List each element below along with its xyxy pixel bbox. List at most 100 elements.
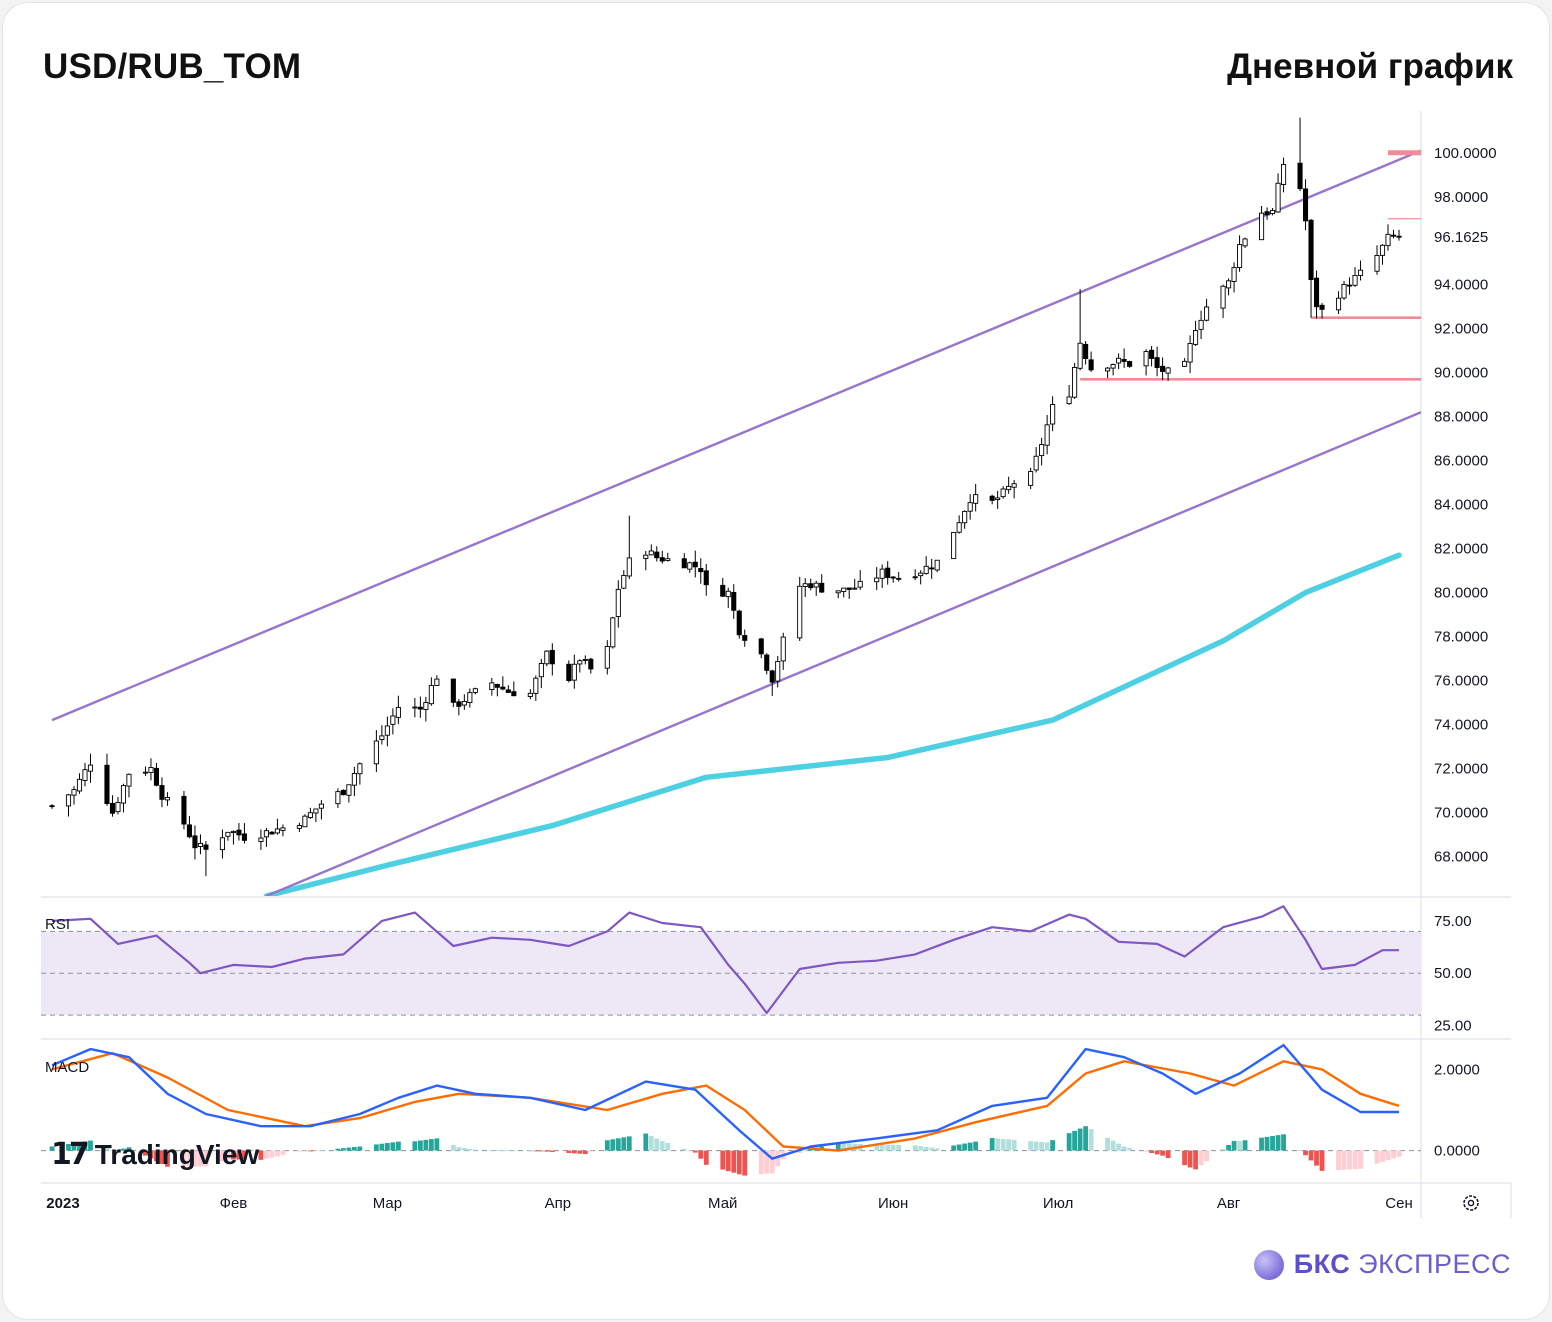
candle-body-up (428, 685, 434, 705)
macd-histogram-bar (912, 1145, 918, 1151)
candle (967, 494, 973, 520)
price-tick-label: 82.0000 (1434, 541, 1488, 558)
candle-body-up (527, 692, 533, 697)
macd-histogram-bar (1385, 1150, 1391, 1161)
candle-body-down (203, 844, 209, 850)
candle-body-down (654, 551, 660, 559)
rsi-tick-label: 25.00 (1434, 1018, 1472, 1035)
candle (1160, 357, 1166, 381)
candle (720, 577, 726, 597)
candle (841, 587, 847, 598)
candle (912, 569, 918, 581)
bks-sphere-icon (1253, 1249, 1284, 1280)
candle (192, 825, 198, 860)
macd-histogram-bar (874, 1144, 880, 1151)
candle (626, 515, 632, 579)
candle-body-down (742, 635, 748, 641)
candle-body-down (104, 764, 110, 805)
candle (346, 784, 352, 803)
candle (1231, 262, 1237, 293)
candle (1028, 467, 1034, 490)
candle-body-up (395, 707, 401, 718)
candle (104, 753, 110, 806)
candle (379, 725, 385, 745)
macd-label: MACD (45, 1059, 89, 1076)
macd-histogram-bar (198, 1150, 203, 1167)
candles (49, 117, 1402, 877)
candle-body-down (49, 805, 55, 808)
price-tick-label: 72.0000 (1434, 760, 1488, 777)
macd-histogram-bar (1242, 1140, 1248, 1151)
macd-histogram-bar (450, 1144, 456, 1151)
candle-body-up (1011, 483, 1017, 488)
macd-histogram-bar (549, 1150, 555, 1152)
candle-body-up (379, 735, 385, 740)
macd-histogram-bar (1039, 1142, 1045, 1151)
candle (274, 818, 280, 835)
candle-body-up (76, 778, 83, 792)
macd-histogram-bar (187, 1150, 192, 1167)
macd-histogram-bar (181, 1150, 187, 1167)
candle-body-up (489, 682, 495, 690)
candle-body-down (500, 686, 506, 690)
macd-histogram-bar (500, 1150, 506, 1151)
candle (1116, 353, 1122, 370)
candle (1044, 415, 1050, 455)
candle (269, 831, 275, 835)
candle (197, 834, 203, 855)
candle (533, 675, 539, 701)
time-tick-label: Авг (1217, 1195, 1241, 1212)
candle (615, 580, 621, 628)
macd-histogram-bar (1297, 1149, 1303, 1151)
macd-histogram-bar (275, 1150, 280, 1157)
candle (780, 632, 786, 670)
macd-histogram-bar (165, 1150, 170, 1167)
candle (1390, 229, 1397, 239)
candle-body-up (1237, 244, 1243, 268)
candle-body-up (302, 815, 308, 828)
candle (769, 669, 775, 696)
macd-histogram-bar (841, 1143, 847, 1151)
macd-histogram-bar (77, 1142, 82, 1151)
candle (1039, 437, 1045, 466)
candle (82, 762, 88, 787)
settings-gear-icon[interactable] (1463, 1195, 1479, 1211)
macd-histogram-bar (126, 1147, 132, 1151)
macd-histogram-bar (203, 1150, 209, 1167)
candle (1319, 303, 1325, 319)
candle (923, 556, 929, 575)
candle-body-down (1154, 357, 1160, 368)
macd-histogram-bar (1182, 1150, 1187, 1166)
candle-body-up (313, 808, 319, 814)
macd-histogram-bar (967, 1142, 973, 1151)
candle-body-up (1066, 396, 1072, 405)
macd-histogram-bar (1154, 1150, 1160, 1155)
candle-body-up (780, 636, 786, 662)
macd-histogram-bar (1204, 1150, 1209, 1162)
macd-histogram-bar (758, 1150, 764, 1175)
candle-body-down (192, 835, 198, 849)
candle-body-down (241, 833, 247, 841)
macd-histogram-bar (896, 1145, 902, 1151)
price-pane (49, 117, 1421, 896)
candle (725, 587, 731, 609)
candle-body-up (1220, 285, 1226, 309)
time-tick-label: Фев (220, 1195, 248, 1212)
macd-histogram-bar (428, 1139, 434, 1151)
candle (1341, 280, 1347, 300)
macd-histogram-bar (703, 1150, 709, 1165)
macd-histogram-bar (648, 1136, 654, 1151)
rsi-tick-label: 50.00 (1434, 965, 1472, 982)
macd-histogram-bar (681, 1148, 687, 1151)
macd-histogram-bar (626, 1136, 632, 1151)
candle (120, 783, 127, 813)
time-tick-label: Мар (373, 1195, 402, 1212)
macd-histogram-bar (1077, 1128, 1083, 1151)
candle-body-up (533, 677, 539, 694)
candle-body-down (1127, 361, 1133, 367)
candle (566, 660, 572, 683)
price-tick-label: 96.1625 (1434, 229, 1488, 246)
candle-body-up (841, 587, 847, 592)
candle (956, 515, 962, 534)
candle (1193, 320, 1199, 347)
